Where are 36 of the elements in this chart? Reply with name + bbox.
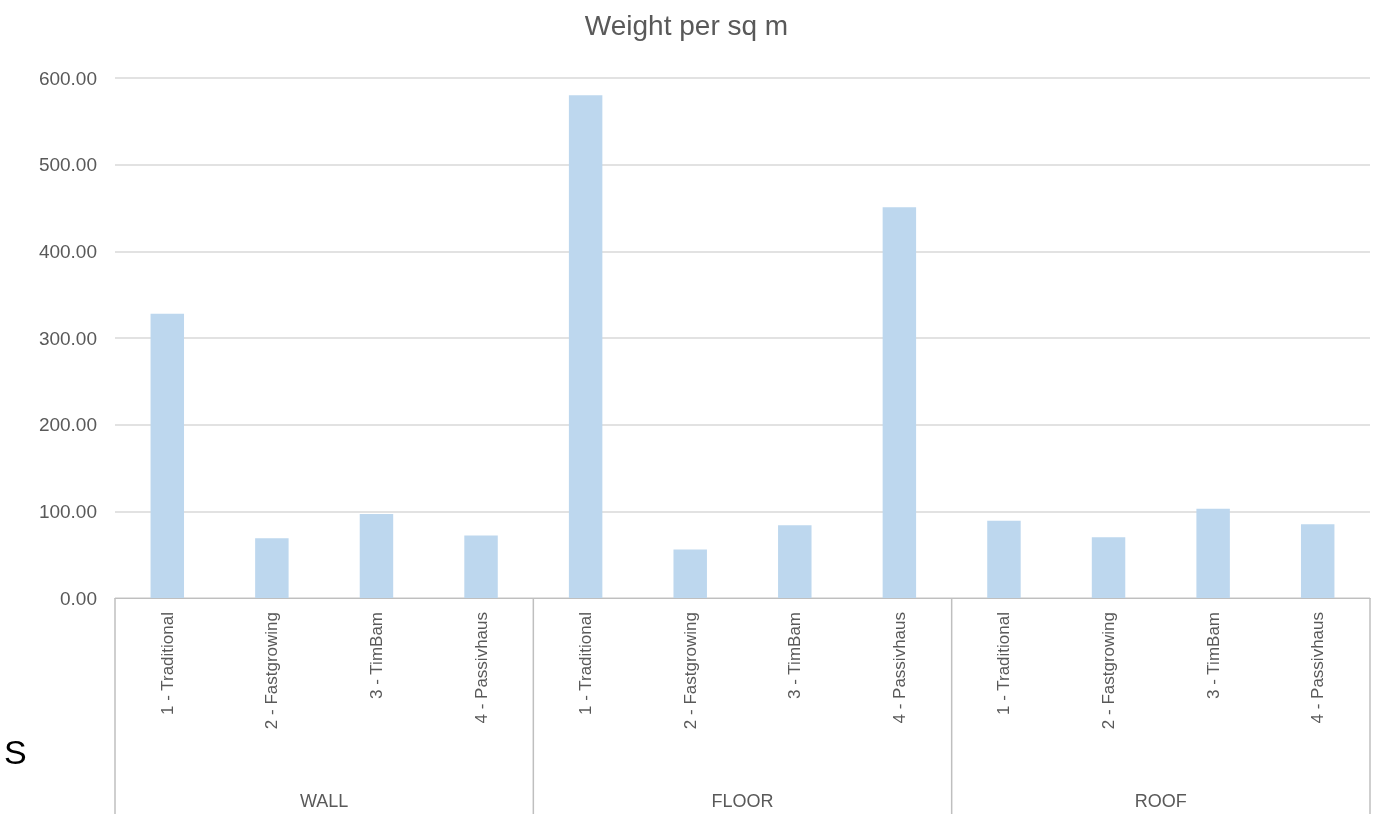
y-tick-label: 400.00 [38, 240, 97, 262]
bar [1091, 537, 1126, 598]
x-tick-label: 2 - Fastgrowing [262, 612, 282, 730]
bar [150, 313, 185, 598]
bar [1196, 508, 1230, 598]
x-tick-label: 4 - Passivhaus [471, 612, 491, 724]
y-tick-label: 200.00 [38, 414, 97, 436]
x-tick-label: 1 - Traditional [157, 612, 177, 715]
bar [568, 95, 603, 598]
bar [464, 535, 498, 598]
bar [673, 549, 707, 598]
text: S [4, 733, 27, 771]
y-tick-label: 500.00 [38, 154, 97, 176]
x-tick-label: 1 - Traditional [994, 612, 1014, 715]
bar [882, 207, 917, 598]
x-tick-label: 2 - Fastgrowing [680, 612, 700, 730]
y-tick-label: 600.00 [38, 67, 97, 89]
bar [778, 525, 812, 598]
text: FLOOR [711, 791, 774, 811]
bar [359, 513, 394, 598]
x-tick-label: 3 - TimBam [785, 612, 805, 699]
x-tick-label: 4 - Passivhaus [1308, 612, 1328, 724]
bar [1300, 524, 1335, 598]
text: ROOF [1134, 791, 1187, 811]
x-tick-label: 3 - TimBam [366, 612, 386, 699]
x-tick-label: 3 - TimBam [1203, 612, 1223, 699]
x-tick-label: 4 - Passivhaus [889, 612, 909, 724]
text: WALL [299, 791, 349, 811]
x-tick-label: 2 - Fastgrowing [1099, 612, 1119, 730]
y-tick-label: 300.00 [38, 327, 97, 349]
bar [987, 520, 1021, 598]
chart-title: Weight per sq m [584, 9, 789, 41]
bar [255, 538, 289, 598]
y-tick-label: 100.00 [38, 500, 97, 522]
x-tick-label: 1 - Traditional [576, 612, 596, 715]
y-tick-label: 0.00 [60, 587, 97, 609]
